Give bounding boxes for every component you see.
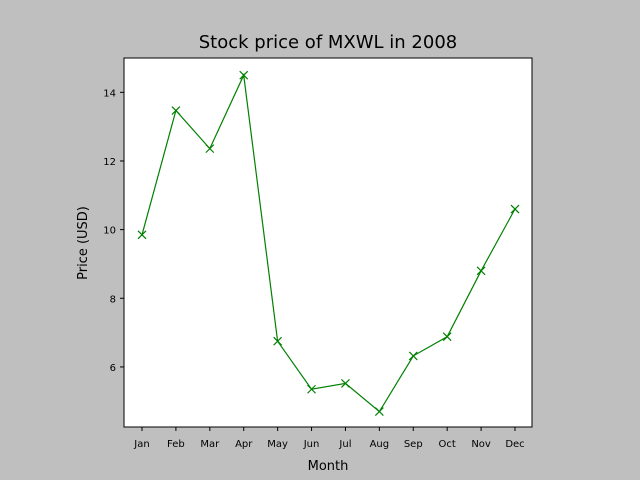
x-tick-label: Aug — [370, 439, 390, 450]
marker-stroke — [510, 204, 520, 214]
y-axis-label: Price (USD) — [76, 206, 91, 280]
x-tick-label: Feb — [167, 439, 185, 450]
data-point-marker — [307, 384, 316, 394]
y-tick-label: 8 — [110, 294, 116, 305]
data-point-marker — [408, 351, 418, 361]
price-series-markers — [137, 70, 520, 416]
data-point-marker — [171, 106, 181, 115]
x-tick-label: Sep — [404, 439, 423, 450]
marker-stroke — [442, 332, 452, 342]
x-tick-label: Mar — [200, 439, 220, 450]
marker-stroke — [137, 230, 147, 240]
x-axis: Jan Feb Mar Apr May Jun Jul Aug Sep Oct Nov Dec — [133, 427, 525, 450]
chart-title: Stock price of MXWL in 2008 — [199, 32, 457, 53]
x-tick-label: May — [267, 439, 288, 450]
data-point-marker — [137, 230, 147, 240]
x-tick-label: Nov — [471, 439, 491, 450]
marker-stroke — [307, 384, 316, 394]
marker-stroke — [374, 407, 384, 416]
y-tick-label: 14 — [103, 88, 116, 99]
plot-area — [123, 57, 533, 428]
marker-stroke — [205, 144, 215, 154]
x-tick-label: Jan — [133, 439, 149, 450]
x-tick-label: Jul — [338, 439, 351, 450]
x-tick-label: Jun — [303, 439, 320, 450]
marker-stroke — [476, 266, 486, 276]
marker-stroke — [341, 378, 350, 388]
data-point-marker — [273, 336, 283, 346]
price-series-line — [141, 73, 516, 413]
data-point-marker — [239, 70, 249, 80]
marker-stroke — [171, 106, 181, 115]
x-tick-label: Oct — [439, 439, 456, 450]
marker-stroke — [239, 70, 249, 80]
data-point-marker — [510, 204, 520, 214]
marker-stroke — [408, 351, 418, 361]
data-point-marker — [442, 332, 452, 342]
y-tick-label: 12 — [103, 157, 116, 168]
data-point-marker — [476, 266, 486, 276]
data-point-marker — [341, 378, 350, 388]
x-axis-label: Month — [308, 459, 349, 474]
marker-stroke — [273, 336, 283, 346]
y-tick-label: 6 — [110, 363, 116, 374]
x-tick-label: Apr — [235, 439, 253, 450]
y-tick-label: 10 — [103, 226, 116, 237]
data-point-marker — [205, 144, 215, 154]
data-point-marker — [374, 407, 384, 416]
x-tick-label: Dec — [505, 439, 524, 450]
y-axis: 6 8 10 12 14 — [103, 88, 124, 374]
